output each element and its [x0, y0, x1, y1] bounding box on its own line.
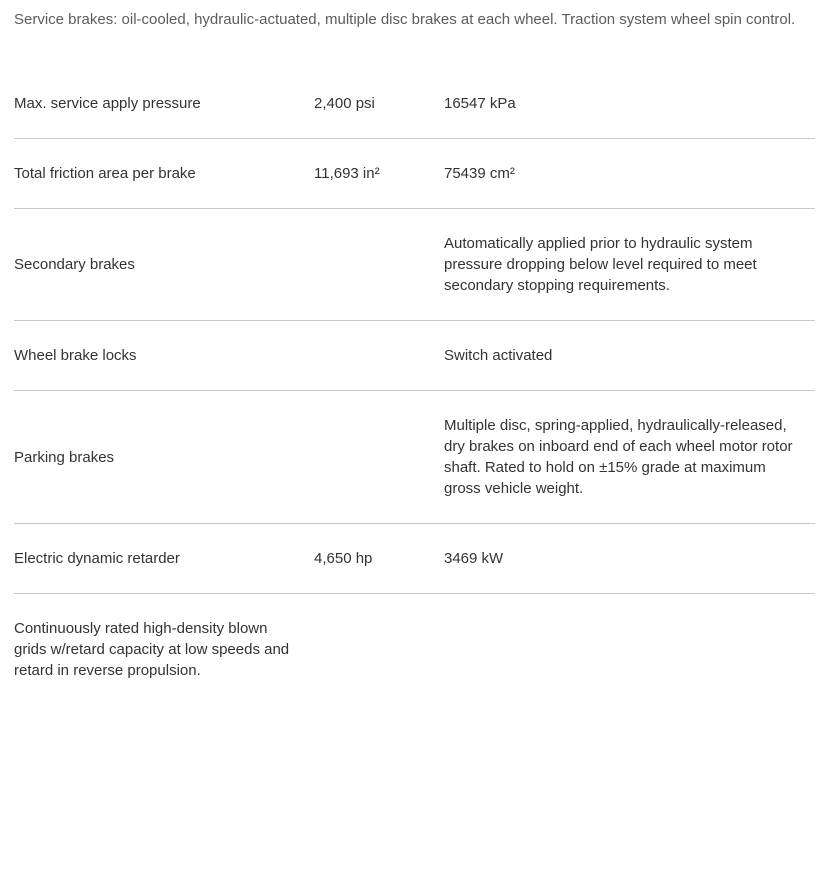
row-value-1 — [314, 321, 444, 391]
row-value-2: 16547 kPa — [444, 69, 815, 139]
row-value-2: Switch activated — [444, 321, 815, 391]
row-label: Total friction area per brake — [14, 139, 314, 209]
intro-text: Service brakes: oil-cooled, hydraulic-ac… — [14, 8, 815, 31]
row-label: Parking brakes — [14, 391, 314, 524]
row-value-2: Automatically applied prior to hydraulic… — [444, 209, 815, 321]
row-value-2: 3469 kW — [444, 524, 815, 594]
table-row: Total friction area per brake 11,693 in²… — [14, 139, 815, 209]
row-value-2: Multiple disc, spring-applied, hydraulic… — [444, 391, 815, 524]
row-value-1: 4,650 hp — [314, 524, 444, 594]
row-value-1: 2,400 psi — [314, 69, 444, 139]
table-row: Max. service apply pressure 2,400 psi 16… — [14, 69, 815, 139]
row-value-2 — [444, 594, 815, 706]
row-value-1 — [314, 594, 444, 706]
table-row: Wheel brake locks Switch activated — [14, 321, 815, 391]
row-label: Continuously rated high-density blown gr… — [14, 594, 314, 706]
row-value-1 — [314, 391, 444, 524]
row-label: Secondary brakes — [14, 209, 314, 321]
table-row: Secondary brakes Automatically applied p… — [14, 209, 815, 321]
row-value-1 — [314, 209, 444, 321]
row-label: Wheel brake locks — [14, 321, 314, 391]
table-row: Electric dynamic retarder 4,650 hp 3469 … — [14, 524, 815, 594]
table-row: Parking brakes Multiple disc, spring-app… — [14, 391, 815, 524]
table-row: Continuously rated high-density blown gr… — [14, 594, 815, 706]
row-label: Max. service apply pressure — [14, 69, 314, 139]
spec-table: Max. service apply pressure 2,400 psi 16… — [14, 69, 815, 705]
row-value-1: 11,693 in² — [314, 139, 444, 209]
row-value-2: 75439 cm² — [444, 139, 815, 209]
row-label: Electric dynamic retarder — [14, 524, 314, 594]
